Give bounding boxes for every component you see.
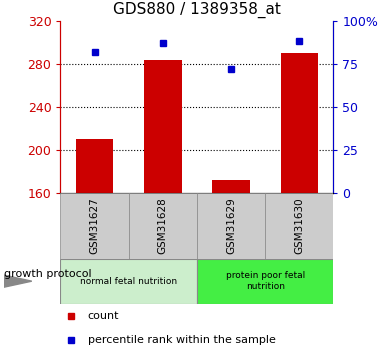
Bar: [212, 180, 250, 193]
Bar: [76, 139, 113, 193]
Bar: [265, 193, 333, 259]
Bar: [60, 193, 129, 259]
Bar: [280, 53, 318, 193]
Text: growth protocol: growth protocol: [4, 269, 92, 279]
Bar: [197, 193, 265, 259]
Text: count: count: [88, 311, 119, 321]
Text: GSM31629: GSM31629: [226, 198, 236, 254]
Title: GDS880 / 1389358_at: GDS880 / 1389358_at: [113, 2, 281, 18]
Bar: [144, 59, 182, 193]
Bar: [129, 193, 197, 259]
Text: GSM31630: GSM31630: [294, 198, 304, 254]
Text: normal fetal nutrition: normal fetal nutrition: [80, 277, 177, 286]
Text: protein poor fetal
nutrition: protein poor fetal nutrition: [225, 272, 305, 291]
Bar: [60, 259, 197, 304]
Polygon shape: [4, 275, 32, 287]
Text: GSM31628: GSM31628: [158, 198, 168, 254]
Bar: [197, 259, 333, 304]
Text: GSM31627: GSM31627: [90, 198, 99, 254]
Text: percentile rank within the sample: percentile rank within the sample: [88, 335, 276, 345]
